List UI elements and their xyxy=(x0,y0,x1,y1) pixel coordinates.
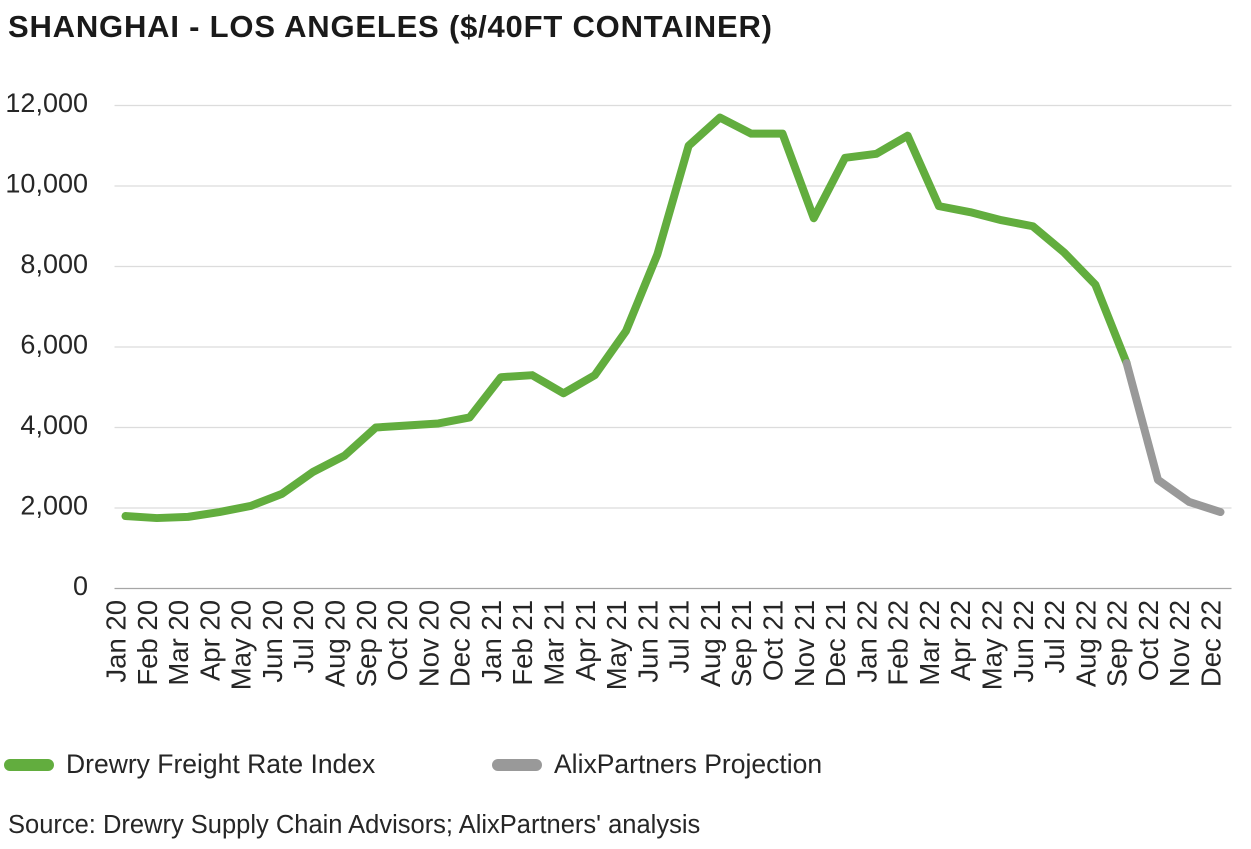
svg-text:Apr 20: Apr 20 xyxy=(194,600,225,681)
svg-text:Jun 22: Jun 22 xyxy=(1008,600,1039,683)
svg-text:Feb 20: Feb 20 xyxy=(132,600,163,686)
svg-text:Nov 22: Nov 22 xyxy=(1164,600,1195,687)
svg-text:Jun 21: Jun 21 xyxy=(632,600,663,683)
svg-text:Jan 22: Jan 22 xyxy=(851,600,882,683)
svg-text:Sep 20: Sep 20 xyxy=(351,600,382,687)
svg-text:10,000: 10,000 xyxy=(5,169,88,199)
svg-text:Sep 21: Sep 21 xyxy=(726,600,757,687)
svg-text:Jan 20: Jan 20 xyxy=(101,600,132,683)
svg-text:Jun 20: Jun 20 xyxy=(257,600,288,683)
svg-text:Apr 22: Apr 22 xyxy=(945,600,976,681)
svg-text:May 22: May 22 xyxy=(977,600,1008,690)
svg-text:Dec 22: Dec 22 xyxy=(1196,600,1227,687)
svg-text:6,000: 6,000 xyxy=(20,330,88,360)
svg-text:Drewry Freight Rate Index: Drewry Freight Rate Index xyxy=(66,749,375,779)
svg-text:Jul 20: Jul 20 xyxy=(288,600,319,673)
svg-text:0: 0 xyxy=(73,571,88,601)
svg-text:Aug 20: Aug 20 xyxy=(320,600,351,687)
svg-text:Mar 22: Mar 22 xyxy=(914,600,945,686)
svg-text:Source: Drewry Supply Chain Ad: Source: Drewry Supply Chain Advisors; Al… xyxy=(8,811,700,839)
svg-text:Nov 21: Nov 21 xyxy=(789,600,820,687)
svg-text:Dec 20: Dec 20 xyxy=(445,600,476,687)
svg-text:Jul 22: Jul 22 xyxy=(1039,600,1070,673)
svg-text:Oct 20: Oct 20 xyxy=(382,600,413,681)
svg-text:Feb 21: Feb 21 xyxy=(507,600,538,686)
svg-text:4,000: 4,000 xyxy=(20,410,88,440)
svg-text:Aug 21: Aug 21 xyxy=(695,600,726,687)
svg-text:Mar 20: Mar 20 xyxy=(163,600,194,686)
svg-text:Sep 22: Sep 22 xyxy=(1102,600,1133,687)
svg-text:Nov 20: Nov 20 xyxy=(413,600,444,687)
svg-text:12,000: 12,000 xyxy=(5,88,88,118)
svg-text:Oct 21: Oct 21 xyxy=(758,600,789,681)
svg-text:Mar 21: Mar 21 xyxy=(539,600,570,686)
svg-text:May 20: May 20 xyxy=(226,600,257,690)
svg-text:Jul 21: Jul 21 xyxy=(664,600,695,673)
svg-text:Aug 22: Aug 22 xyxy=(1070,600,1101,687)
svg-text:Apr 21: Apr 21 xyxy=(570,600,601,681)
svg-text:2,000: 2,000 xyxy=(20,491,88,521)
svg-text:Oct 22: Oct 22 xyxy=(1133,600,1164,681)
svg-text:8,000: 8,000 xyxy=(20,249,88,279)
svg-text:May 21: May 21 xyxy=(601,600,632,690)
svg-text:Feb 22: Feb 22 xyxy=(883,600,914,686)
svg-text:Dec 21: Dec 21 xyxy=(820,600,851,687)
svg-text:Jan 21: Jan 21 xyxy=(476,600,507,683)
svg-text:AlixPartners Projection: AlixPartners Projection xyxy=(554,749,822,779)
